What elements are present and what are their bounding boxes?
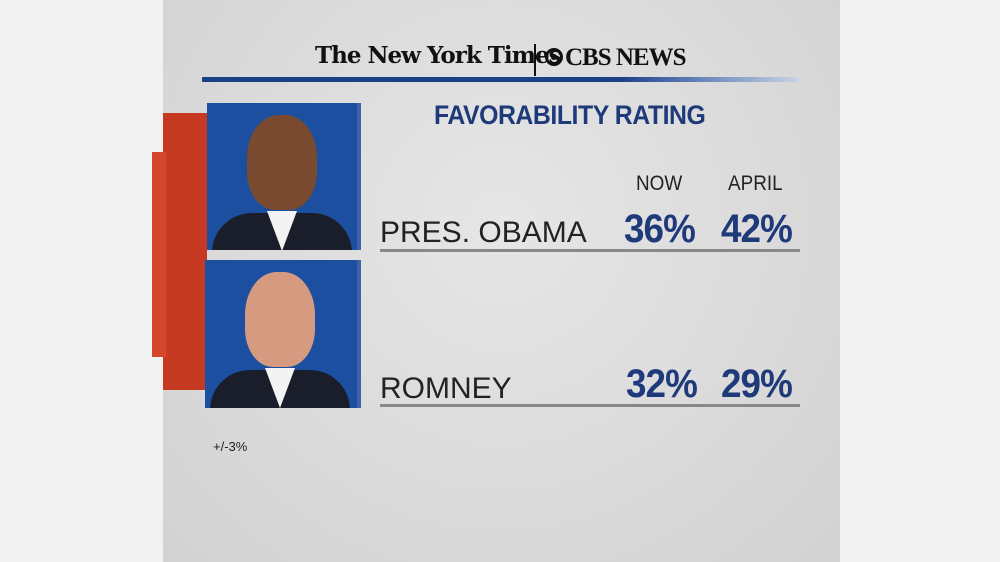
column-header-april: APRIL	[728, 172, 783, 195]
chart-title: FAVORABILITY RATING	[434, 100, 706, 130]
row-underline	[380, 249, 800, 252]
row-underline	[380, 404, 800, 407]
nyt-logo: The New York Times	[315, 42, 562, 69]
cbs-logo-text: CBS NEWS	[565, 44, 687, 71]
logo-divider	[534, 44, 536, 76]
value-obama-now: 36%	[624, 207, 696, 251]
value-romney-now: 32%	[626, 362, 698, 406]
header-rule	[202, 77, 798, 82]
red-accent-bar	[152, 152, 166, 357]
column-header-now: NOW	[636, 172, 683, 195]
margin-of-error: +/-3%	[213, 439, 248, 454]
romney-photo	[205, 260, 361, 408]
value-romney-april: 29%	[721, 362, 793, 406]
red-accent-bar	[163, 113, 207, 390]
obama-photo	[207, 103, 361, 250]
row-label-obama: PRES. OBAMA	[380, 216, 587, 249]
row-label-romney: ROMNEY	[380, 372, 512, 405]
cbs-eye-icon	[545, 48, 563, 66]
value-obama-april: 42%	[721, 207, 793, 251]
cbs-logo: CBS NEWS	[545, 44, 687, 72]
